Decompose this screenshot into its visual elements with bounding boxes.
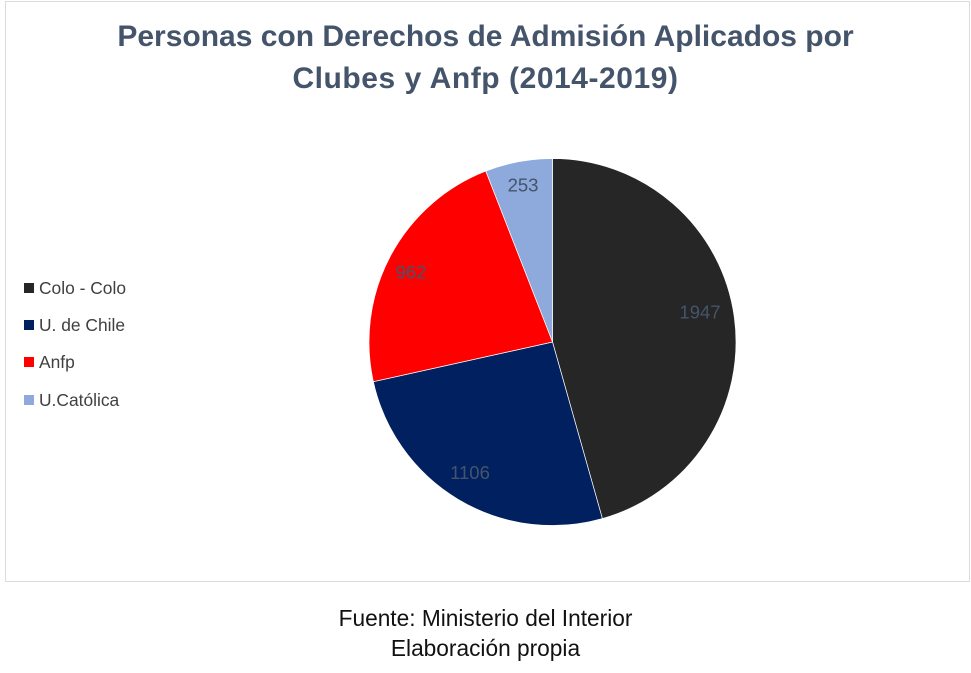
svg-text:962: 962 <box>396 262 427 283</box>
svg-text:1106: 1106 <box>450 462 490 483</box>
svg-text:1947: 1947 <box>679 302 720 323</box>
svg-text:253: 253 <box>508 175 539 196</box>
